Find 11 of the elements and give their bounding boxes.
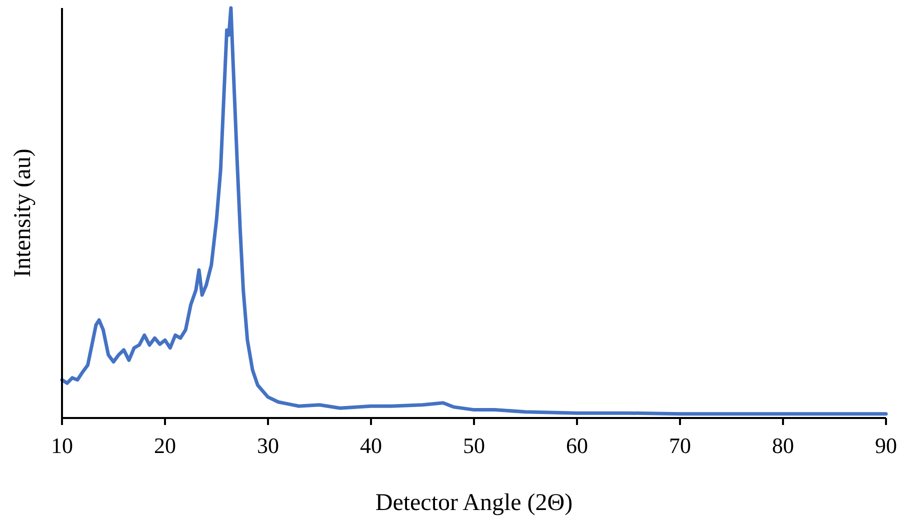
x-tick-label: 70 bbox=[669, 433, 691, 458]
x-tick-label: 40 bbox=[360, 433, 382, 458]
x-tick-label: 80 bbox=[772, 433, 794, 458]
x-tick-label: 90 bbox=[875, 433, 897, 458]
x-tick-label: 60 bbox=[566, 433, 588, 458]
x-tick-label: 50 bbox=[463, 433, 485, 458]
x-tick-label: 20 bbox=[154, 433, 176, 458]
x-tick-label: 10 bbox=[51, 433, 73, 458]
y-axis-title: Intensity (au) bbox=[10, 148, 36, 278]
x-axis-title: Detector Angle (2Θ) bbox=[375, 490, 573, 516]
x-tick-label: 30 bbox=[257, 433, 279, 458]
